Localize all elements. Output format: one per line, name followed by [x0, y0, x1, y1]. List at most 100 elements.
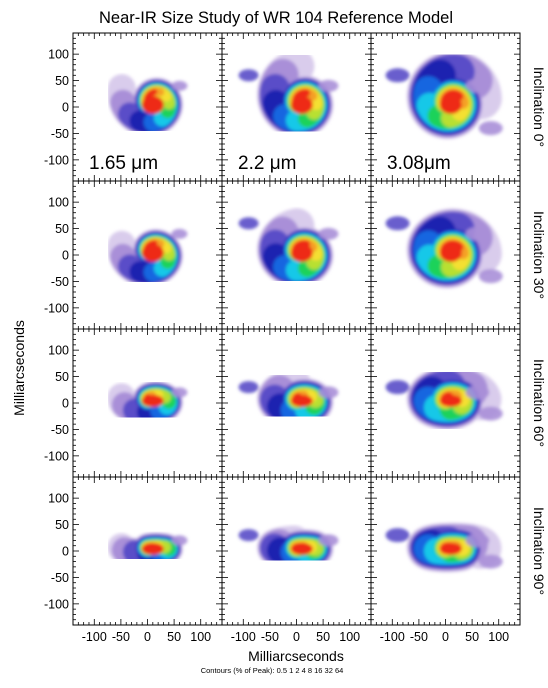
panel-r0-c2 [370, 32, 521, 182]
outer-blob [238, 381, 259, 394]
y-tick-label: -50 [51, 127, 69, 141]
row-label-inclination: Inclination 0° [531, 67, 547, 147]
peak-core [141, 243, 164, 262]
y-tick-label: 50 [55, 74, 69, 88]
panel-r0-c1 [221, 32, 372, 182]
y-tick-label: 0 [62, 397, 69, 411]
y-tick-label: 0 [62, 249, 69, 263]
peak-core [290, 542, 313, 555]
row-label-inclination: Inclination 60° [531, 359, 547, 447]
y-tick-label: -100 [44, 153, 69, 167]
intensity-map [107, 74, 188, 137]
x-tick-label: -50 [112, 630, 130, 644]
outer-blob [478, 406, 503, 421]
wavelength-labels: 1.65 μm 2.2 μm 3.08μm [89, 153, 451, 174]
y-axis-label: Milliarcseconds [11, 320, 27, 416]
outer-blob [385, 380, 410, 395]
outer-blob [385, 216, 410, 231]
peak-core [141, 95, 164, 114]
y-tick-label: -50 [51, 423, 69, 437]
x-tick-label: 0 [293, 630, 300, 644]
panel-r3-c2 [370, 476, 521, 626]
x-tick-label: 100 [488, 630, 509, 644]
y-tick-label: 100 [48, 196, 69, 210]
outer-blob [238, 69, 259, 82]
outer-blob [465, 78, 490, 93]
contour-note: Contours (% of Peak): 0.5 1 2 4 8 16 32 … [201, 666, 344, 675]
intensity-map [238, 208, 339, 288]
peak-core [141, 542, 164, 555]
peak-core [439, 243, 462, 262]
tick-marks [370, 180, 521, 330]
x-tick-label: 0 [144, 630, 151, 644]
outer-blob [318, 534, 339, 547]
peak-core [141, 394, 164, 407]
outer-blob [318, 227, 339, 240]
intensity-map [385, 522, 503, 573]
y-tick-label: 100 [48, 492, 69, 506]
outer-blob [465, 226, 490, 241]
outer-blob [478, 269, 503, 284]
x-tick-label: -100 [380, 630, 405, 644]
x-tick-label: 50 [167, 630, 181, 644]
x-tick-label: -50 [410, 630, 428, 644]
x-tick-label: 50 [316, 630, 330, 644]
x-tick-label: 100 [339, 630, 360, 644]
row-label-inclination: Inclination 90° [531, 507, 547, 595]
y-tick-label: -100 [44, 597, 69, 611]
panel-r1-c2 [370, 180, 521, 330]
panel-r2-c0 [72, 328, 223, 478]
peak-core [290, 95, 313, 114]
intensity-map [107, 532, 188, 567]
outer-blob [171, 228, 188, 239]
tick-marks [72, 180, 223, 330]
peak-core [439, 542, 462, 555]
y-tick-label: 50 [55, 518, 69, 532]
y-tick-label: -100 [44, 449, 69, 463]
y-tick-label: -50 [51, 275, 69, 289]
outer-blob [385, 68, 410, 83]
y-tick-label: 100 [48, 48, 69, 62]
x-tick-label: -50 [261, 630, 279, 644]
wavelength-label: 1.65 μm [89, 153, 158, 174]
outer-blob [478, 554, 503, 569]
x-tick-label: 100 [190, 630, 211, 644]
outer-blob [318, 79, 339, 92]
intensity-map [238, 367, 339, 428]
y-tick-label: 100 [48, 344, 69, 358]
panel-grid [72, 32, 521, 626]
y-tick-label: -100 [44, 301, 69, 315]
intensity-map [385, 208, 503, 289]
panel-r2-c1 [221, 328, 372, 478]
panel-r3-c1 [221, 476, 372, 626]
x-tick-label: -100 [231, 630, 256, 644]
panel-r0-c0 [72, 32, 223, 182]
outer-blob [478, 121, 503, 136]
y-tick-label: 50 [55, 222, 69, 236]
tick-marks [221, 32, 372, 182]
y-tick-labels: -100 -50 0 50 100 -100 -50 0 50 100 -100 -50 0 50 100 -… [44, 48, 69, 612]
y-tick-label: 50 [55, 370, 69, 384]
outer-blob [465, 533, 490, 548]
tick-marks [370, 476, 521, 626]
outer-blob [318, 386, 339, 399]
intensity-map [238, 525, 339, 570]
intensity-map [385, 366, 503, 430]
outer-blob [238, 529, 259, 542]
outer-blob [238, 217, 259, 230]
outer-blob [171, 535, 188, 546]
intensity-map [238, 48, 339, 138]
peak-core [290, 394, 313, 407]
intensity-map [385, 50, 503, 140]
panel-r1-c0 [72, 180, 223, 330]
outer-blob [465, 385, 490, 400]
x-tick-label: -100 [82, 630, 107, 644]
outer-blob [171, 387, 188, 398]
tick-marks [370, 32, 521, 182]
x-tick-labels: -100 -50 0 50 100 -100 -50 0 50 100 -100 -50 0 50 100 [82, 630, 509, 644]
x-tick-label: 50 [465, 630, 479, 644]
figure-title: Near-IR Size Study of WR 104 Reference M… [99, 9, 453, 27]
peak-core [439, 95, 462, 114]
outer-blob [171, 80, 188, 91]
